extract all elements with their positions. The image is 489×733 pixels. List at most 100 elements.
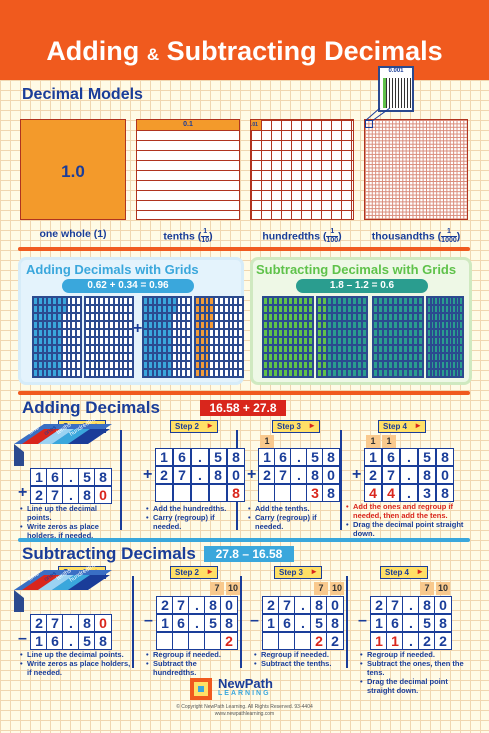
grid-cell xyxy=(33,353,38,361)
grid-cell xyxy=(128,337,133,345)
grid-cell xyxy=(171,305,177,313)
grid-cell xyxy=(362,329,367,337)
grid-cell xyxy=(143,353,148,361)
grid-cell xyxy=(42,305,48,313)
grid-cell xyxy=(195,353,200,361)
grid-cell xyxy=(278,329,283,337)
grid-cell xyxy=(445,337,449,345)
grid-cell xyxy=(113,337,119,345)
grid-cell xyxy=(357,345,362,353)
grid-cell xyxy=(76,337,81,345)
grid-cell xyxy=(263,313,268,321)
grid-cell xyxy=(332,329,337,337)
grid-cell xyxy=(118,353,124,361)
grid-cell xyxy=(104,345,109,353)
grid-cell xyxy=(123,369,129,377)
grid-cell xyxy=(167,321,172,329)
grid-cell xyxy=(57,337,62,345)
subtracting-place-value-block xyxy=(14,570,112,612)
grid-cell xyxy=(61,321,67,329)
grid-cell xyxy=(445,313,449,321)
grid-cell xyxy=(378,329,383,337)
grid-cell xyxy=(322,337,327,345)
grid-cell xyxy=(199,353,205,361)
grid-cell xyxy=(283,313,288,321)
grid-cell xyxy=(118,337,124,345)
grid-cell xyxy=(278,361,283,369)
digit-cell: 6 xyxy=(173,448,191,466)
grid-cell xyxy=(104,369,109,377)
grid-cell xyxy=(362,369,367,377)
grid-cell xyxy=(123,305,129,313)
adding-step3-notes: Add the tenths.Carry (regroup) if needed… xyxy=(248,504,338,531)
subtracting-grid-1 xyxy=(262,296,314,378)
grid-cell xyxy=(398,369,403,377)
grid-cell xyxy=(109,329,114,337)
grid-cell xyxy=(85,361,90,369)
grid-cell xyxy=(288,329,293,337)
grid-cell xyxy=(413,313,418,321)
grid-cell xyxy=(195,337,200,345)
grid-cell xyxy=(347,305,352,313)
grid-cell xyxy=(327,369,332,377)
zoom-connector xyxy=(364,108,391,122)
grid-cell xyxy=(52,321,57,329)
grid-cell xyxy=(298,297,303,305)
digit-cell: . xyxy=(402,596,420,614)
grid-cell xyxy=(128,361,133,369)
grid-cell xyxy=(195,297,200,305)
grid-cell xyxy=(283,369,288,377)
grid-cell xyxy=(317,313,322,321)
digit-cell: 0 xyxy=(220,596,238,614)
grid-cell xyxy=(263,345,268,353)
digit-cell: 8 xyxy=(204,596,222,614)
grid-cell xyxy=(455,345,460,353)
grid-cell xyxy=(94,353,100,361)
grid-cell xyxy=(66,337,72,345)
grid-cell xyxy=(66,297,72,305)
grid-cell xyxy=(303,353,308,361)
grid-cell xyxy=(418,329,423,337)
grid-cell xyxy=(104,321,109,329)
grid-cell xyxy=(94,329,100,337)
adding-step2-label: Step 2 ► xyxy=(170,420,218,433)
grid-cell xyxy=(176,345,182,353)
grid-cell xyxy=(204,369,210,377)
grid-cell xyxy=(118,313,124,321)
grid-cell xyxy=(33,329,38,337)
grid-cell xyxy=(337,345,342,353)
subtracting-grid-3 xyxy=(372,296,424,378)
grid-cell xyxy=(76,313,81,321)
grid-cell xyxy=(52,369,57,377)
grid-cell xyxy=(378,313,383,321)
digit-cell: 1 xyxy=(155,448,173,466)
grid-cell xyxy=(357,353,362,361)
grid-cell xyxy=(186,305,191,313)
title-part1: Adding xyxy=(46,36,140,66)
model-thousandths xyxy=(364,119,468,220)
grid-cell xyxy=(388,321,393,329)
grid-cell xyxy=(383,305,388,313)
grid-cell xyxy=(352,337,357,345)
subtracting-step3-notes: Regroup if needed.Subtract the tenths. xyxy=(254,650,344,668)
grid-cell xyxy=(278,297,283,305)
grid-cell xyxy=(352,369,357,377)
grid-cell xyxy=(113,329,119,337)
grid-cell xyxy=(455,321,460,329)
grid-cell xyxy=(403,321,408,329)
grid-cell xyxy=(195,313,200,321)
grid-cell xyxy=(273,313,278,321)
tenth-value: 0.1 xyxy=(137,120,239,130)
grid-cell xyxy=(403,353,408,361)
grid-cell xyxy=(152,361,158,369)
grid-cell xyxy=(347,313,352,321)
grid-cell xyxy=(408,305,413,313)
grid-cell xyxy=(199,361,205,369)
grid-cell xyxy=(238,353,243,361)
grid-cell xyxy=(143,329,148,337)
grid-cell xyxy=(441,353,445,361)
